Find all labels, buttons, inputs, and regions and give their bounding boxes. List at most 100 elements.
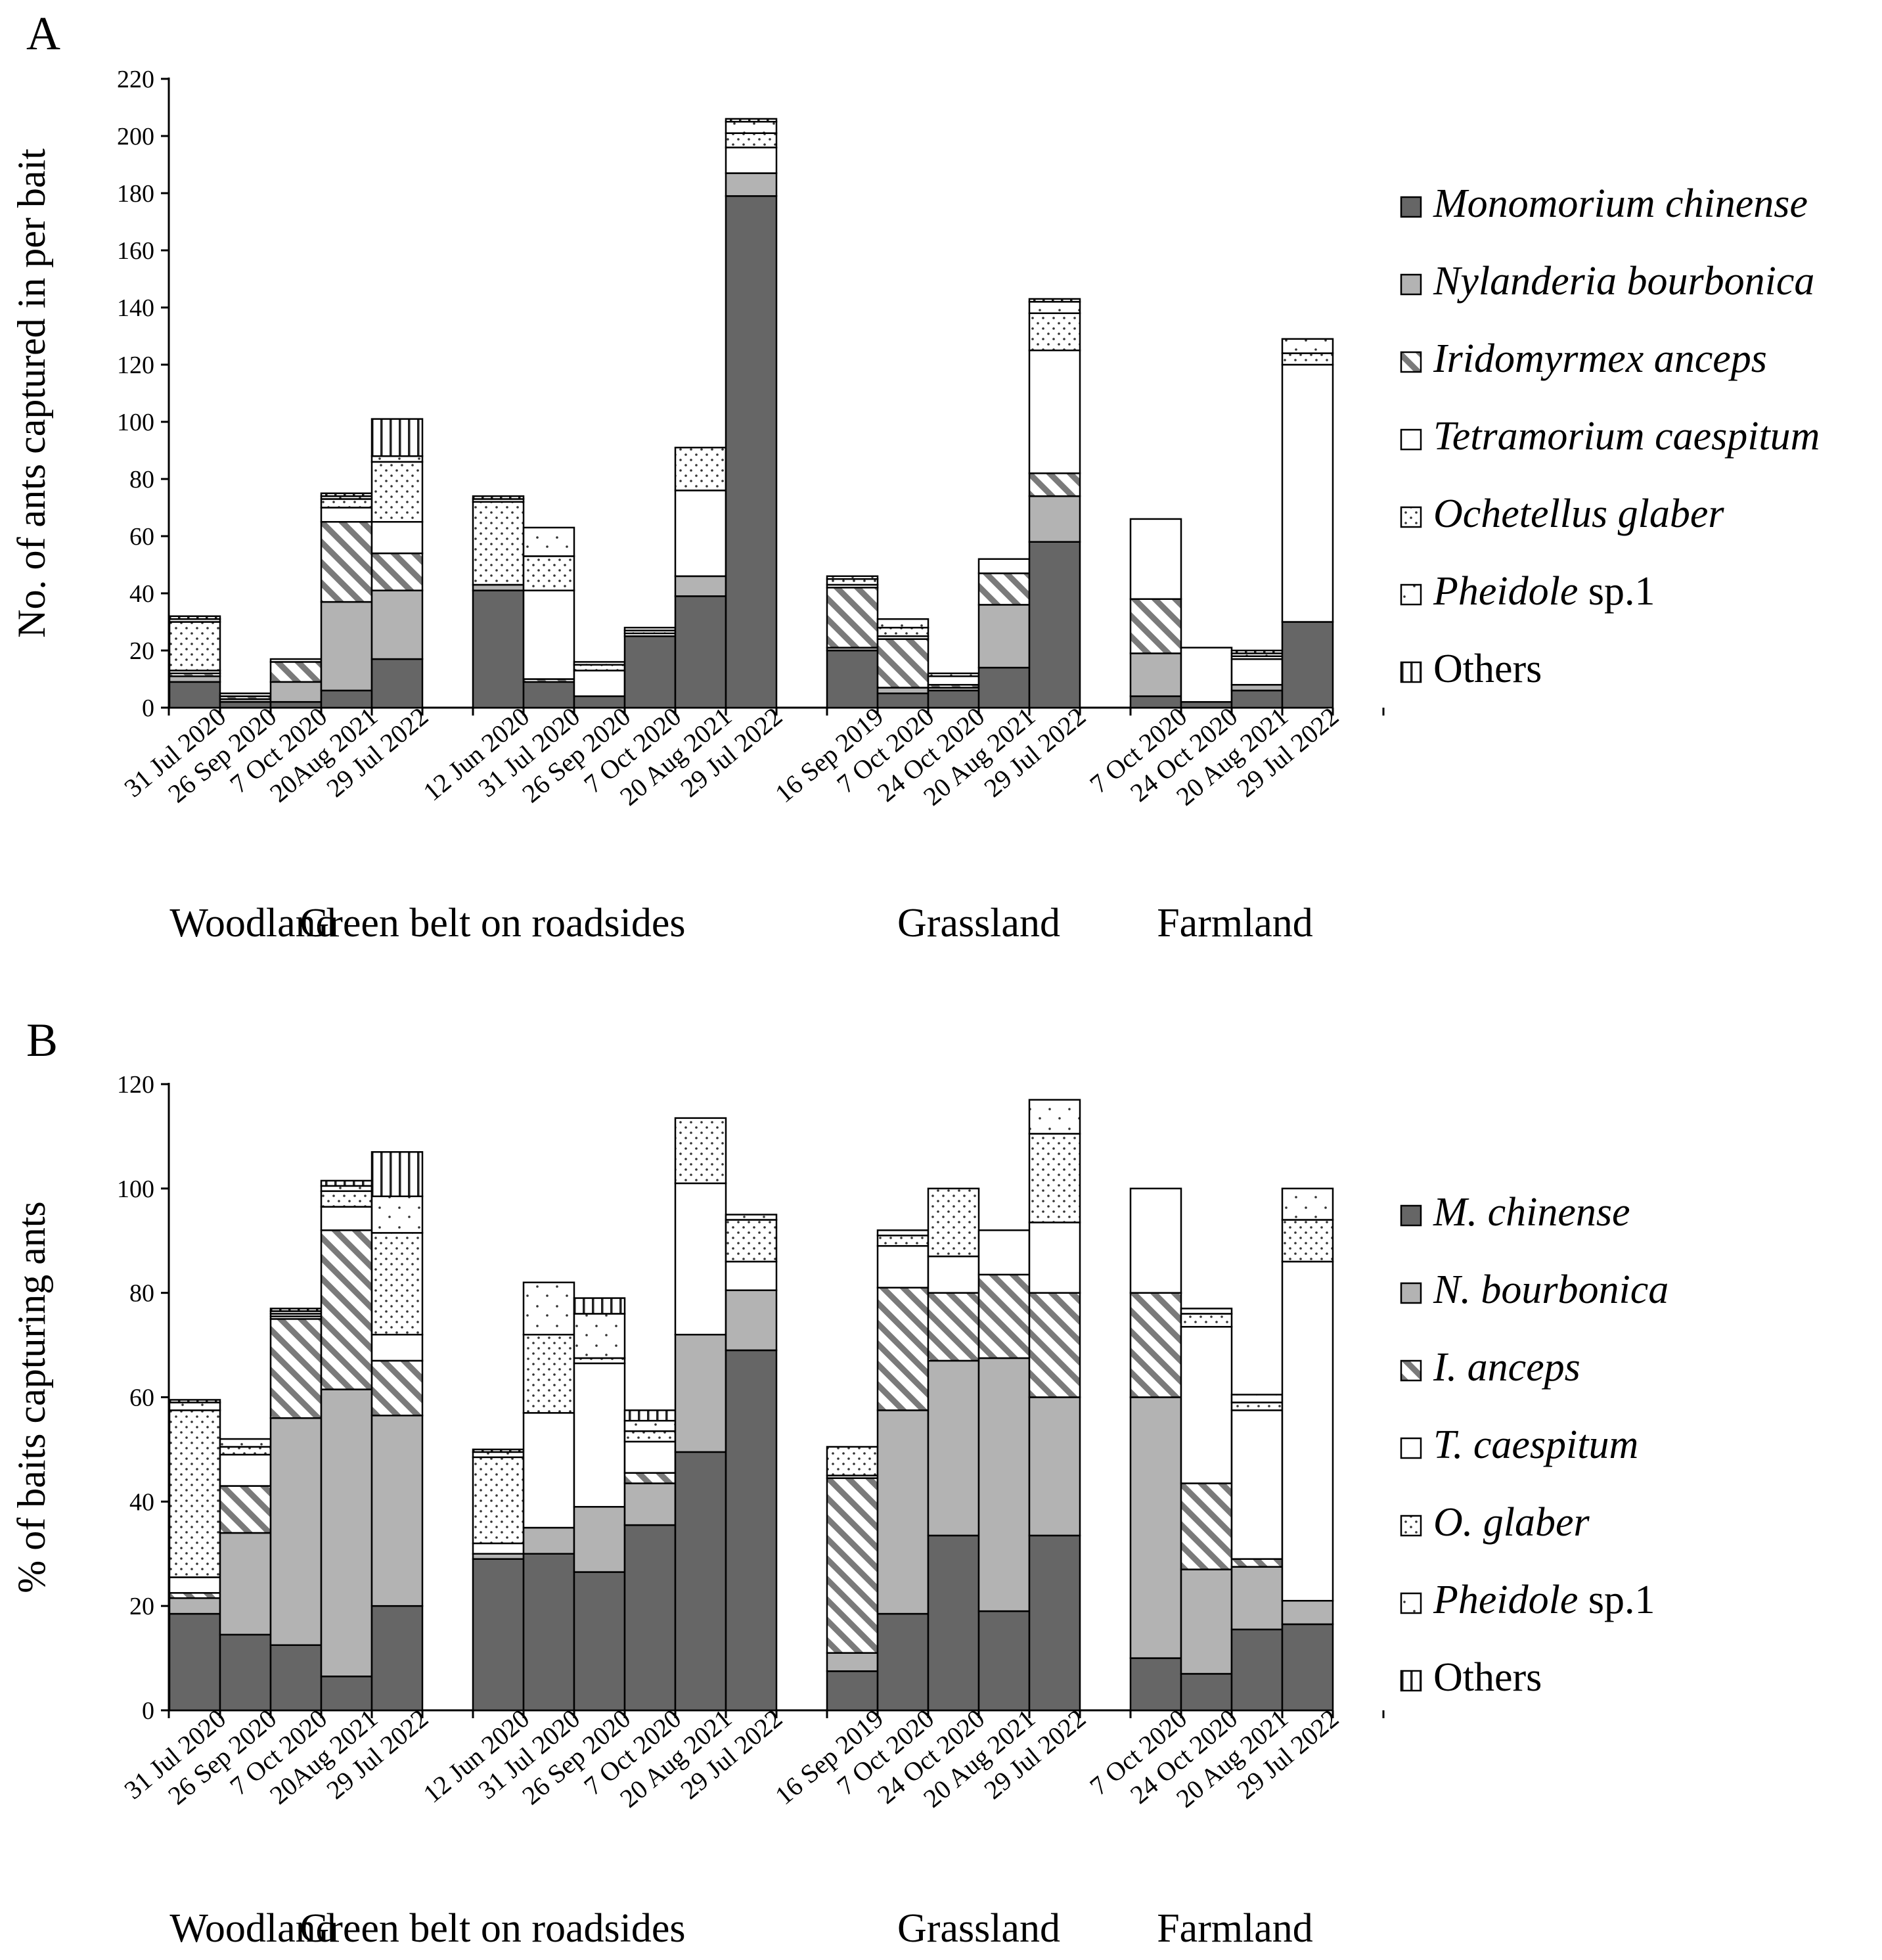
bar-segment-ia (269, 1318, 323, 1419)
bar-segment-mc (674, 1451, 727, 1712)
bar-segment-nb (1230, 1566, 1284, 1631)
y-tick-label: 80 (129, 466, 154, 493)
bar-segment-ph (573, 1313, 626, 1359)
bar-segment-mc (826, 649, 879, 709)
legend-label: Iridomyrmex anceps (1433, 336, 1767, 381)
bar-segment-ph (370, 1195, 424, 1234)
bar-segment-mc (522, 1553, 575, 1712)
legend-swatch-ot (1400, 661, 1422, 683)
bar-segment-ot (623, 1409, 677, 1422)
bar-segment-og (573, 664, 626, 672)
bar-segment-tc (1180, 647, 1233, 703)
bar-segment-mc (472, 1558, 525, 1712)
bar-segment-tc (522, 1412, 575, 1529)
legend-label: Pheidole sp.1 (1433, 569, 1655, 614)
bar-segment-nb (1230, 683, 1284, 692)
bar-segment-tc (219, 1453, 272, 1487)
bar-segment-ia (1129, 598, 1182, 654)
bar-segment-ph (623, 626, 677, 631)
bar-segment-mc (725, 195, 778, 709)
bar-segment-ph (370, 455, 424, 463)
bar-segment-tc (168, 1576, 221, 1594)
y-tick-label: 80 (129, 1280, 154, 1308)
y-tick-label: 140 (117, 294, 154, 322)
bar-segment-og (1281, 352, 1334, 366)
bar-segment-nb (876, 1409, 930, 1615)
bar-segment-ia (826, 587, 879, 649)
bar-segment-mc (219, 1633, 272, 1712)
legend-label: Monomorium chinense (1433, 181, 1808, 226)
bar-segment-og (623, 1430, 677, 1443)
y-axis-label: % of baits capturing ants (10, 1201, 53, 1593)
bar-segment-nb (522, 1526, 575, 1555)
bar-segment-tc (623, 1440, 677, 1474)
bar-segment-mc (1028, 541, 1081, 709)
bar-segment-ot (269, 1308, 323, 1312)
bar-segment-ph (876, 1229, 930, 1237)
bar-segment-nb (168, 1597, 221, 1615)
y-tick-label: 100 (117, 1175, 154, 1203)
legend-swatch-nb (1400, 273, 1422, 296)
bar-segment-mc (522, 681, 575, 709)
bar-segment-mc (320, 1675, 373, 1712)
bar-segment-tc (320, 507, 373, 523)
bar-segment-nb (320, 1388, 373, 1677)
bar-segment-mc (623, 1524, 677, 1712)
bar-segment-nb (1129, 652, 1182, 697)
bar-segment-tc (1129, 518, 1182, 600)
bar-segment-ph (1281, 1187, 1334, 1221)
group-label: Grassland (897, 1906, 1060, 1951)
bar-segment-tc (1180, 1326, 1233, 1484)
bar-segment-og (1230, 1402, 1284, 1411)
bar-segment-ph (1230, 1394, 1284, 1403)
bar-segment-tc (876, 1244, 930, 1288)
y-tick-label: 0 (142, 695, 154, 722)
bar-segment-tc (522, 589, 575, 680)
y-tick-label: 220 (117, 66, 154, 93)
bar-segment-mc (977, 1610, 1031, 1712)
bar-segment-mc (1028, 1534, 1081, 1712)
bar-segment-tc (573, 670, 626, 697)
bar-segment-mc (1129, 1657, 1182, 1712)
bar-segment-og (826, 578, 879, 586)
legend-label: Ochetellus glaber (1433, 491, 1724, 536)
bar-segment-mc (1281, 1623, 1334, 1712)
bar-segment-ph (522, 526, 575, 557)
legend-swatch-nb (1400, 1282, 1422, 1304)
legend-swatch-og (1400, 506, 1422, 528)
group-label: Woodland (169, 1906, 336, 1951)
bar-segment-tc (725, 147, 778, 174)
bar-segment-tc (725, 1260, 778, 1291)
bar-segment-ph (725, 1214, 778, 1221)
bar-segment-nb (1281, 1599, 1334, 1626)
legend-swatch-tc (1400, 1437, 1422, 1459)
bar-segment-mc (168, 1612, 221, 1712)
bar-segment-ia (1028, 472, 1081, 497)
bar-segment-ia (876, 1287, 930, 1411)
bar-segment-ph (219, 1438, 272, 1448)
bar-segment-tc (927, 675, 980, 686)
bar-segment-og (927, 1187, 980, 1258)
bar-segment-nb (977, 604, 1031, 669)
panel-a: A 0 20 40 60 80 100 120 140 160 180 200 220 No. of an… (10, 7, 1820, 946)
legend-swatch-ph (1400, 583, 1422, 606)
bar-segment-nb (674, 1333, 727, 1453)
bar-segment-nb (370, 1415, 424, 1607)
y-tick-label: 40 (129, 580, 154, 608)
group-label: Green belt on roadsides (300, 1906, 685, 1951)
bar-segment-nb (1028, 1396, 1081, 1537)
bar-segment-og (472, 501, 525, 586)
bar-segment-og (522, 1333, 575, 1414)
group-label: Woodland (169, 901, 336, 946)
bar-segment-ph (168, 1402, 221, 1411)
bar-segment-ot (472, 495, 525, 500)
bar-segment-ia (320, 521, 373, 603)
y-tick-label: 120 (117, 1071, 154, 1099)
bar-segment-og (168, 1409, 221, 1578)
bar-segment-og (320, 498, 373, 509)
bar-segment-ia (623, 1472, 677, 1484)
bar-segment-nb (927, 1359, 980, 1537)
bar-segment-og (1028, 312, 1081, 352)
legend-swatch-ph (1400, 1592, 1422, 1614)
bar-segment-mc (370, 1605, 424, 1712)
